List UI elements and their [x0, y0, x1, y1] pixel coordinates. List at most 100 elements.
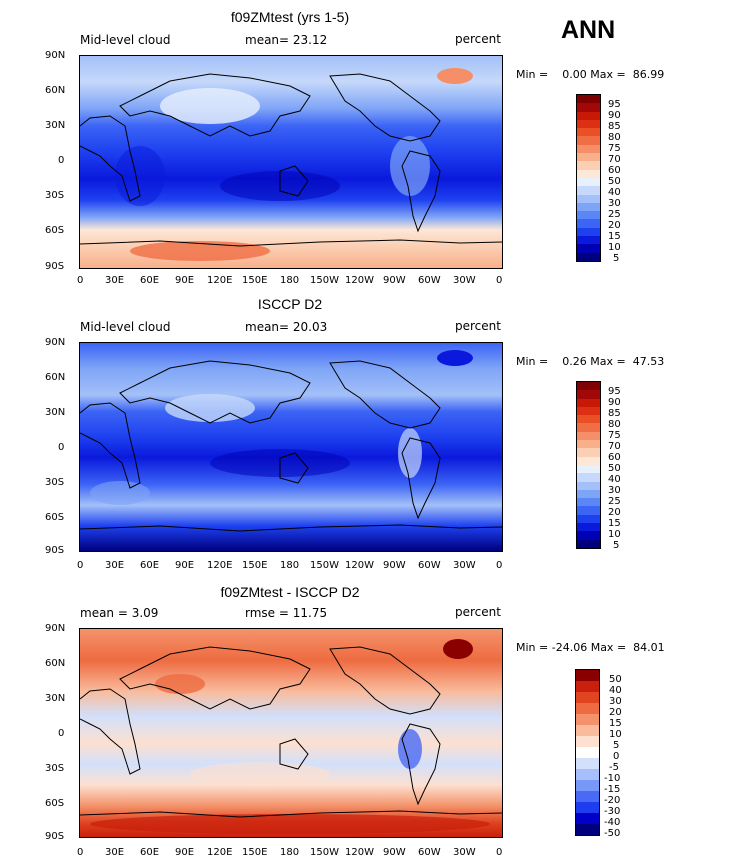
colorbar-swatch — [576, 692, 599, 703]
colorbar-swatch — [577, 514, 600, 524]
colorbar-label: 40 — [609, 685, 622, 696]
colorbar-label: 85 — [608, 121, 621, 132]
colorbar-label: 95 — [608, 99, 621, 110]
colorbar-observations — [576, 381, 601, 549]
max-label: Max = — [590, 355, 626, 368]
colorbar-swatch — [577, 406, 600, 416]
colorbar-swatch — [577, 236, 600, 245]
mean-label: mean= 23.12 — [245, 33, 328, 47]
lat-tick-label: 0 — [58, 155, 65, 166]
map-field — [80, 629, 502, 837]
colorbar-label: 20 — [608, 220, 621, 231]
lon-tick-label: 150W — [310, 560, 339, 571]
colorbar-swatch — [576, 703, 599, 714]
lon-tick-label: 30W — [453, 560, 476, 571]
colorbar-label: 90 — [608, 397, 621, 408]
lat-tick-label: 30N — [45, 407, 66, 418]
colorbar-swatch — [576, 813, 599, 824]
lon-tick-label: 90W — [383, 847, 406, 858]
colorbar-label: 30 — [608, 198, 621, 209]
min-max-readout: Min = 0.00 Max = 86.99 — [516, 68, 664, 81]
colorbar-difference — [575, 669, 600, 836]
colorbar-label: 10 — [608, 529, 621, 540]
lon-tick-label: 180 — [280, 560, 300, 571]
colorbar-label: 5 — [613, 740, 620, 751]
lat-tick-label: 60N — [45, 658, 66, 669]
max-label: Max = — [590, 68, 626, 81]
lat-tick-label: 30N — [45, 120, 66, 131]
lat-tick-label: 90S — [45, 831, 65, 842]
colorbar-swatch — [577, 153, 600, 162]
colorbar-label: 5 — [613, 253, 620, 264]
colorbar-swatch — [577, 498, 600, 507]
colorbar-swatch — [577, 103, 600, 112]
max-value: 47.53 — [632, 355, 665, 368]
colorbar-swatch — [577, 211, 600, 220]
colorbar-swatch — [577, 531, 600, 540]
mean-label: mean = 3.09 — [80, 606, 159, 620]
colorbar-swatch — [577, 219, 600, 228]
lon-tick-label: 90W — [383, 560, 406, 571]
colorbar-label: 75 — [608, 430, 621, 441]
colorbar-swatch — [577, 431, 600, 441]
lat-tick-label: 90N — [45, 623, 66, 634]
colorbar-label: 50 — [608, 463, 621, 474]
colorbar-swatch — [577, 481, 600, 490]
lon-tick-label: 60E — [140, 847, 160, 858]
map-difference — [79, 628, 503, 838]
lon-tick-label: 90E — [175, 560, 195, 571]
colorbar-swatch — [577, 398, 600, 407]
max-label: Max = — [590, 641, 627, 654]
units-label: percent — [455, 605, 501, 619]
colorbar-label: 0 — [613, 751, 620, 762]
lon-tick-label: 90E — [175, 847, 195, 858]
colorbar-label: 80 — [608, 132, 621, 143]
lat-tick-label: 0 — [58, 728, 65, 739]
colorbar-label: 90 — [608, 110, 621, 121]
colorbar-label: 25 — [608, 496, 621, 507]
colorbar-swatch — [576, 802, 599, 813]
colorbar-label: 40 — [608, 187, 621, 198]
lat-tick-label: 90S — [45, 261, 65, 272]
variable-label: Mid-level cloud — [80, 320, 171, 334]
lon-tick-label: 150E — [242, 847, 268, 858]
colorbar-swatch — [577, 177, 600, 187]
map-model — [79, 55, 503, 269]
lon-tick-label: 150E — [242, 275, 268, 286]
colorbar-label: 5 — [613, 540, 620, 551]
colorbar-label: -40 — [604, 817, 621, 828]
colorbar-swatch — [576, 780, 599, 791]
colorbar-swatch — [576, 769, 599, 780]
colorbar-label: 50 — [608, 176, 621, 187]
max-value: 86.99 — [632, 68, 665, 81]
variable-label: Mid-level cloud — [80, 33, 171, 47]
lat-tick-label: 90S — [45, 545, 65, 556]
lat-tick-label: 0 — [58, 442, 65, 453]
colorbar-swatch — [577, 390, 600, 399]
lon-tick-label: 90W — [383, 275, 406, 286]
colorbar-swatch — [577, 456, 600, 465]
colorbar-swatch — [576, 714, 599, 725]
colorbar-label: 30 — [609, 696, 622, 707]
colorbar-swatch — [577, 161, 600, 170]
colorbar-swatch — [576, 791, 599, 802]
lon-tick-label: 30E — [105, 847, 125, 858]
colorbar-label: 95 — [608, 386, 621, 397]
map-observations — [79, 342, 503, 552]
colorbar-label: 60 — [608, 452, 621, 463]
lon-tick-label: 30W — [453, 847, 476, 858]
colorbar-label: 20 — [609, 707, 622, 718]
colorbar-swatch — [577, 464, 600, 474]
colorbar-label: -10 — [604, 773, 621, 784]
lon-tick-label: 150W — [310, 275, 339, 286]
lon-tick-label: 60W — [418, 560, 441, 571]
colorbar-swatch — [576, 747, 599, 758]
colorbar-swatch — [576, 736, 599, 747]
lat-tick-label: 60S — [45, 798, 65, 809]
season-label: ANN — [561, 16, 616, 44]
colorbar-label: 70 — [608, 154, 621, 165]
colorbar-label: 70 — [608, 441, 621, 452]
lon-tick-label: 150E — [242, 560, 268, 571]
rmse-label: rmse = 11.75 — [245, 606, 328, 620]
lon-tick-label: 0 — [77, 560, 84, 571]
